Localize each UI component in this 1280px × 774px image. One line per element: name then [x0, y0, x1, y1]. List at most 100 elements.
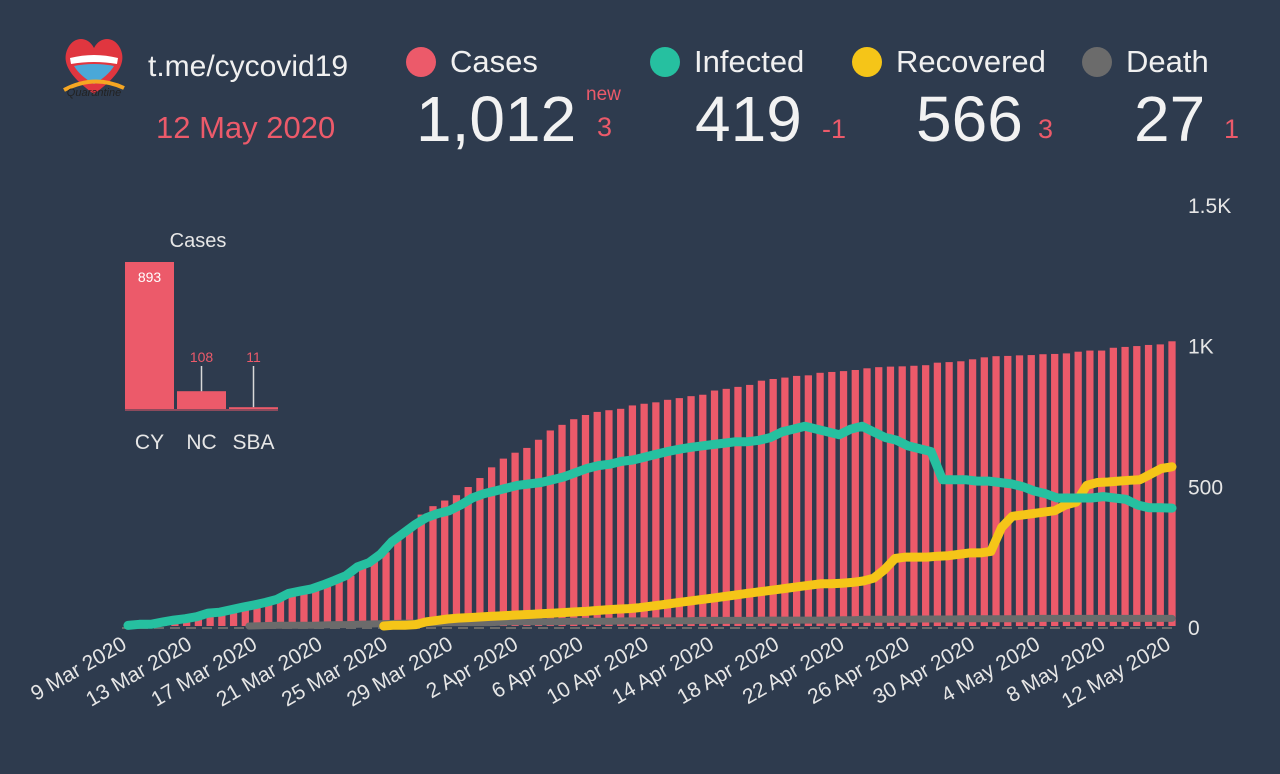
recovered-delta: 3	[1038, 114, 1054, 144]
cases-bar	[476, 478, 484, 626]
cases-bar	[300, 591, 308, 626]
cases-bar	[968, 359, 977, 626]
channel-link[interactable]: t.me/cycovid19	[148, 50, 349, 83]
cases-bar	[1074, 351, 1082, 626]
legend-recovered-label: Recovered	[896, 44, 1046, 79]
cases-bar	[792, 375, 801, 626]
cases-bar	[194, 616, 203, 626]
infected-line	[123, 421, 1177, 630]
cases-bar	[863, 368, 871, 626]
cases-bar	[405, 525, 414, 626]
recovered-line	[379, 462, 1177, 631]
cases-bar	[265, 602, 273, 626]
cases-bar	[605, 410, 613, 626]
cases-bar	[1144, 344, 1153, 626]
report-date: 12 May 2020	[156, 110, 336, 145]
cases-bar	[1168, 341, 1176, 626]
cases-bar	[523, 447, 531, 626]
death-delta: 1	[1224, 114, 1240, 144]
cases-bar	[769, 378, 777, 626]
cases-bar	[335, 580, 343, 626]
inset-data-label: 893	[138, 269, 162, 285]
cases-bar	[581, 415, 590, 626]
cases-bar	[699, 394, 707, 626]
cases-bar	[218, 612, 226, 626]
inset-category-label: CY	[135, 431, 164, 454]
inset-data-label: 11	[246, 349, 261, 365]
cases-bar	[546, 430, 554, 626]
cases-bar	[558, 424, 566, 626]
infected-total: 419	[695, 83, 802, 155]
cases-bar	[922, 365, 930, 626]
cases-bar	[675, 398, 683, 626]
cases-bar	[734, 386, 742, 626]
legend-infected-label: Infected	[694, 44, 805, 79]
legend-cases: Cases	[406, 44, 538, 80]
cases-bar	[886, 366, 895, 626]
inset-title: Cases	[170, 230, 227, 252]
inset-bar	[177, 391, 226, 409]
cases-bar	[816, 372, 824, 626]
cases-new-label: new	[586, 84, 621, 105]
cases-bar	[957, 361, 965, 626]
cases-bar	[1051, 353, 1059, 626]
y-tick-label: 1K	[1188, 336, 1214, 359]
cases-bar	[875, 367, 883, 626]
cases-bar	[640, 403, 648, 626]
cases-bar	[534, 439, 543, 626]
cases-dot-icon	[406, 47, 436, 77]
inset-data-label: 108	[190, 349, 214, 365]
cases-bar	[898, 366, 906, 626]
cases-bar	[687, 396, 695, 626]
legend-death: Death	[1082, 44, 1209, 80]
cases-bar	[488, 467, 496, 626]
cases-bar	[241, 607, 249, 626]
logo-text: Quarantine	[67, 87, 121, 99]
cases-bar	[1156, 344, 1164, 626]
cases-bar	[570, 419, 578, 626]
y-tick-label: 500	[1188, 476, 1223, 499]
inset-bar	[125, 262, 174, 409]
cases-bar	[206, 613, 214, 626]
cases-bar	[722, 388, 730, 626]
cases-bar	[1133, 346, 1141, 626]
death-total: 27	[1134, 83, 1206, 155]
cases-bar	[441, 500, 449, 626]
y-tick-label: 1.5K	[1188, 195, 1231, 218]
cases-delta: 3	[597, 112, 613, 142]
cases-bar	[746, 384, 754, 626]
cases-bar	[323, 584, 332, 626]
cases-bar	[663, 399, 672, 626]
cases-bar	[757, 380, 766, 626]
cases-bar	[429, 506, 437, 626]
legend-recovered: Recovered	[852, 44, 1046, 80]
cases-bar	[1004, 355, 1012, 626]
recovered-total: 566	[916, 83, 1023, 155]
cases-bar	[499, 458, 507, 626]
y-tick-label: 0	[1188, 617, 1200, 640]
cases-bar	[593, 411, 601, 626]
logo: Quarantine	[58, 30, 130, 104]
cases-bar	[347, 575, 355, 626]
cases-bar	[710, 390, 719, 626]
cases-bar	[312, 588, 320, 626]
cases-bar	[628, 405, 637, 626]
cases-total: 1,012	[416, 83, 577, 155]
cases-bar	[370, 561, 378, 626]
cases-bar	[1121, 346, 1129, 626]
cases-bar	[253, 604, 261, 626]
cases-bar	[464, 487, 472, 626]
cases-bar	[452, 495, 461, 626]
death-dot-icon	[1082, 47, 1112, 77]
cases-bar	[910, 365, 918, 626]
cases-bar	[945, 362, 953, 626]
inset-category-label: NC	[186, 431, 216, 454]
cases-bar	[229, 609, 238, 626]
infected-delta: -1	[822, 114, 847, 144]
cases-bar	[382, 552, 390, 626]
cases-bar	[394, 535, 402, 626]
cases-bar	[1015, 355, 1024, 626]
cases-bar	[276, 599, 285, 626]
legend-infected: Infected	[650, 44, 804, 80]
